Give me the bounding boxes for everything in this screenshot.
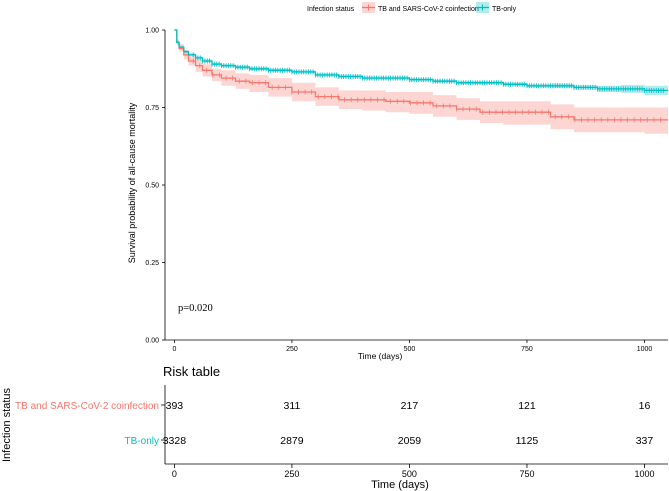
risk-cell: 2879	[280, 435, 304, 447]
risk-x-tick-label: 750	[519, 469, 534, 479]
risk-cell: 121	[518, 400, 536, 412]
risk-x-tick-label: 0	[172, 469, 177, 479]
x-tick-label: 750	[521, 346, 533, 353]
risk-table: Risk table Infection status TB and SARS-…	[1, 364, 668, 491]
y-axis-ticks: 0.00 0.25 0.50 0.75 1.00	[145, 28, 165, 345]
y-tick-label: 0.50	[145, 183, 159, 190]
risk-x-tick-label: 500	[402, 469, 417, 479]
legend-item-coinfection: TB and SARS-CoV-2 coinfection	[362, 2, 479, 13]
risk-table-ylabel: Infection status	[1, 388, 13, 462]
risk-cell: 3328	[163, 435, 187, 447]
risk-x-axis-ticks: 0 250 500 750 1000	[172, 464, 655, 479]
legend: Infection status TB and SARS-CoV-2 coinf…	[307, 2, 517, 13]
risk-row-label-coinfection: TB and SARS-CoV-2 coinfection	[15, 401, 159, 412]
y-tick-label: 0.00	[145, 338, 159, 345]
y-axis-label: Survival probability of all-cause mortal…	[127, 102, 137, 263]
ci-band-coinfection	[174, 30, 668, 134]
x-tick-label: 0	[172, 346, 176, 353]
risk-cell: 1125	[516, 435, 539, 447]
legend-label-tb-only: TB-only	[492, 6, 517, 13]
y-tick-label: 1.00	[145, 28, 159, 35]
risk-cell: 16	[639, 400, 651, 412]
legend-label-coinfection: TB and SARS-CoV-2 coinfection	[378, 6, 479, 13]
survival-curve-coinfection	[174, 29, 668, 121]
risk-cell: 337	[636, 435, 654, 447]
risk-cell: 393	[166, 400, 184, 412]
legend-title: Infection status	[307, 6, 355, 13]
risk-table-title: Risk table	[163, 364, 220, 379]
risk-row-label-tb-only: TB-only	[125, 436, 159, 447]
risk-x-axis-label: Time (days)	[371, 479, 429, 491]
x-tick-label: 250	[286, 346, 298, 353]
risk-cell: 217	[401, 400, 419, 412]
y-tick-label: 0.25	[145, 260, 159, 267]
x-axis-label: Time (days)	[358, 351, 403, 361]
x-axis-ticks: 0 250 500 750 1000	[172, 340, 652, 353]
x-tick-label: 500	[404, 346, 416, 353]
risk-x-tick-label: 1000	[634, 469, 654, 479]
p-value-annotation: p=0.020	[178, 303, 213, 314]
x-tick-label: 1000	[637, 346, 653, 353]
risk-table-cells: 393 311 217 121 16 3328 2879 2059 1125 337	[163, 400, 654, 447]
censor-marks	[192, 52, 664, 123]
risk-x-tick-label: 250	[284, 469, 299, 479]
y-tick-label: 0.75	[145, 105, 159, 112]
risk-cell: 2059	[398, 435, 422, 447]
risk-cell: 311	[284, 400, 301, 412]
survival-plot: 0.00 0.25 0.50 0.75 1.00 0 250 500 750 1000 Time…	[127, 28, 668, 361]
legend-item-tb-only: TB-only	[476, 2, 517, 13]
